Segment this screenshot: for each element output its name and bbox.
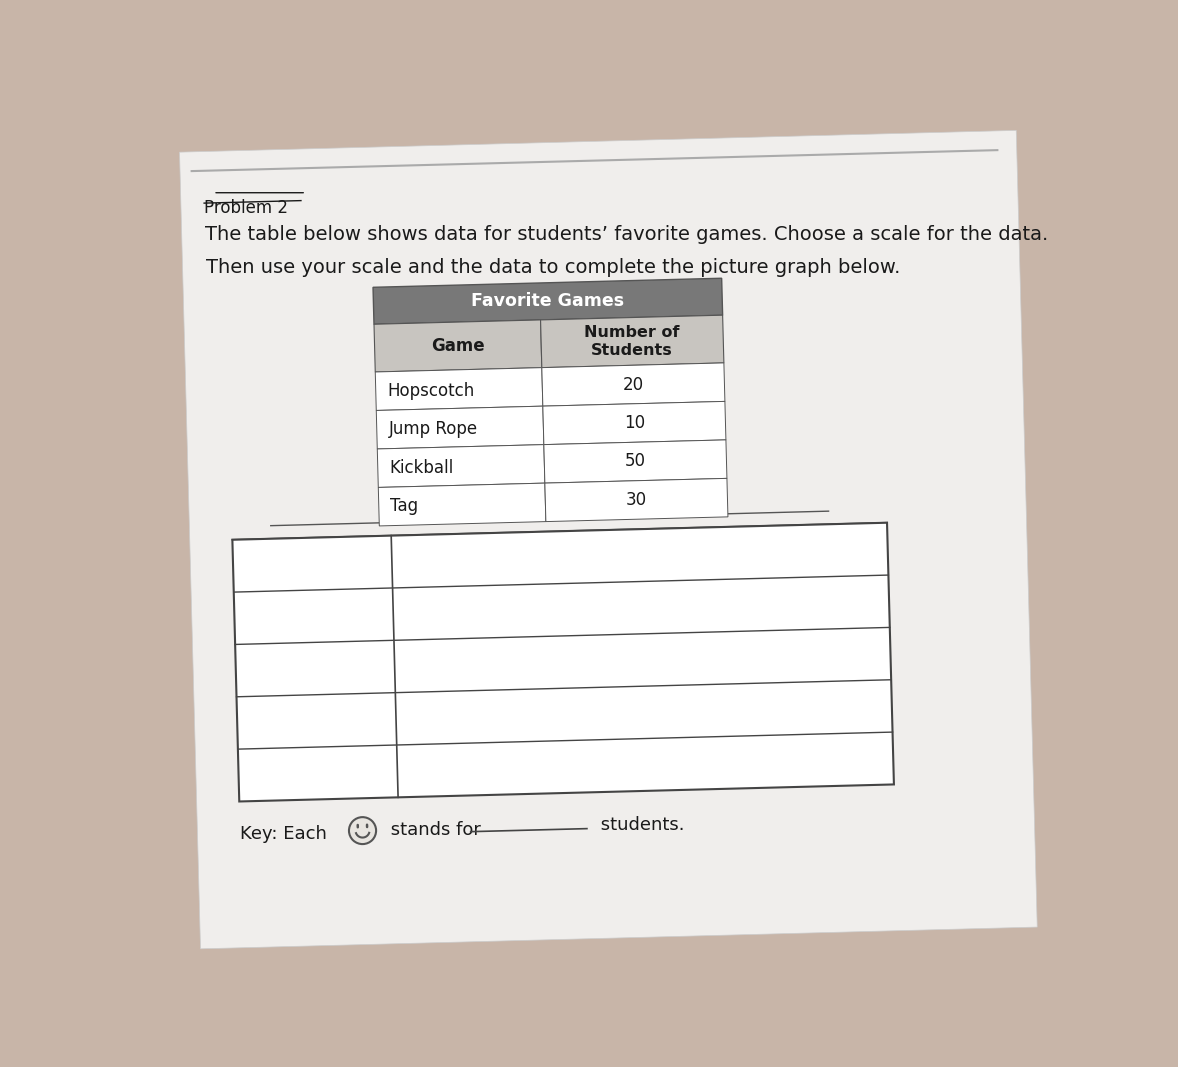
FancyBboxPatch shape [377, 445, 545, 488]
Text: Favorite Games: Favorite Games [471, 292, 624, 310]
Text: Jump Rope: Jump Rope [389, 420, 477, 439]
Text: 50: 50 [624, 452, 646, 471]
Text: 20: 20 [623, 376, 644, 394]
FancyBboxPatch shape [232, 523, 894, 801]
FancyBboxPatch shape [376, 407, 544, 449]
Text: Then use your scale and the data to complete the picture graph below.: Then use your scale and the data to comp… [206, 258, 900, 276]
FancyBboxPatch shape [545, 478, 728, 522]
Text: Hopscotch: Hopscotch [388, 382, 475, 400]
Text: 30: 30 [626, 491, 647, 509]
FancyBboxPatch shape [373, 320, 542, 372]
FancyBboxPatch shape [541, 315, 724, 368]
FancyBboxPatch shape [179, 130, 1038, 949]
Text: students.: students. [595, 815, 684, 833]
Text: stands for: stands for [385, 821, 487, 839]
FancyBboxPatch shape [543, 401, 726, 445]
Text: Key: Each: Key: Each [240, 825, 327, 843]
Text: Number of
Students: Number of Students [584, 325, 680, 357]
FancyBboxPatch shape [378, 483, 545, 526]
Text: Game: Game [431, 337, 484, 355]
Text: 10: 10 [624, 414, 644, 432]
FancyBboxPatch shape [373, 278, 722, 324]
FancyBboxPatch shape [542, 363, 724, 407]
Text: The table below shows data for students’ favorite games. Choose a scale for the : The table below shows data for students’… [205, 225, 1048, 243]
Text: Problem 2: Problem 2 [204, 200, 287, 218]
FancyBboxPatch shape [544, 440, 727, 483]
Text: Tag: Tag [390, 497, 418, 515]
Circle shape [349, 817, 376, 844]
Text: Kickball: Kickball [390, 459, 454, 477]
FancyBboxPatch shape [376, 368, 543, 411]
